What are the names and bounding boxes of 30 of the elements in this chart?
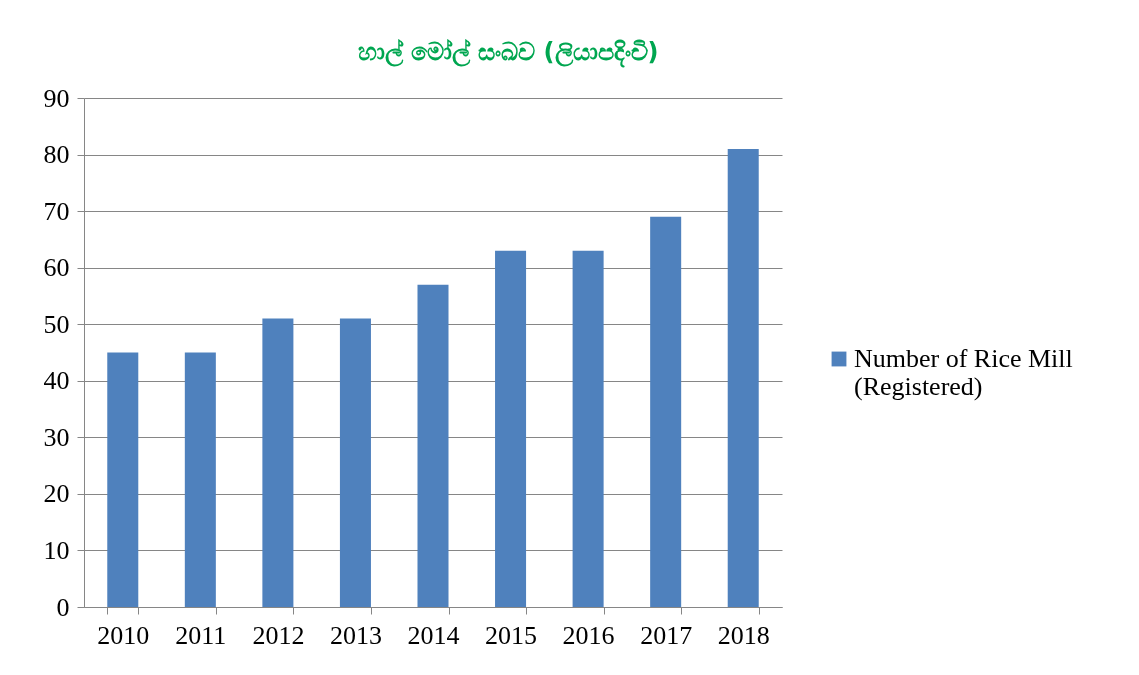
y-tick-label: 0 xyxy=(56,592,70,622)
y-tick-label: 10 xyxy=(43,535,70,565)
bar xyxy=(339,318,371,607)
bar xyxy=(727,148,759,607)
y-tick-label: 60 xyxy=(43,253,70,283)
y-tick-label: 80 xyxy=(43,140,70,170)
x-tick-label: 2011 xyxy=(175,620,227,650)
x-tick-label: 2013 xyxy=(329,620,382,650)
bar xyxy=(495,250,527,607)
y-tick-label: 40 xyxy=(43,366,70,396)
y-tick-label: 90 xyxy=(43,83,70,113)
legend-label: Number of Rice Mill (Registered) xyxy=(854,344,1073,401)
chart-title: හාල් මෝල් සංඛව (ලියාපදිංචි) xyxy=(357,38,659,68)
x-tick-label: 2012 xyxy=(252,620,305,650)
bar xyxy=(184,352,216,607)
bar xyxy=(262,318,294,607)
x-tick-label: 2016 xyxy=(562,620,615,650)
y-tick-label: 30 xyxy=(43,422,70,452)
x-tick-label: 2017 xyxy=(640,620,693,650)
y-tick-label: 70 xyxy=(43,196,70,226)
y-tick-label: 50 xyxy=(43,309,70,339)
x-tick-label: 2010 xyxy=(97,620,150,650)
bar xyxy=(417,284,449,607)
x-tick-label: 2015 xyxy=(485,620,538,650)
bar xyxy=(572,250,604,607)
bar xyxy=(107,352,139,607)
x-tick-label: 2014 xyxy=(407,620,460,650)
y-tick-label: 20 xyxy=(43,479,70,509)
bar xyxy=(650,216,682,607)
x-tick-label: 2018 xyxy=(717,620,770,650)
